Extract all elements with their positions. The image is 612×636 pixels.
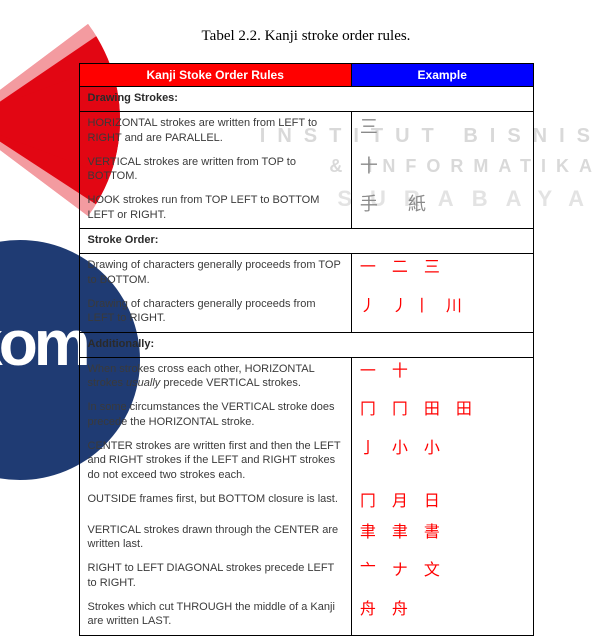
table-row: RIGHT to LEFT DIAGONAL strokes precede L…	[79, 557, 533, 596]
table-row: HOOK strokes run from TOP LEFT to BOTTOM…	[79, 189, 533, 228]
svg-text:ikom: ikom	[0, 307, 87, 379]
rule-text: VERTICAL strokes drawn through the CENTE…	[79, 519, 351, 558]
section-row: Drawing Strokes:	[79, 87, 533, 112]
example-cell: 亠 ナ 文	[351, 557, 533, 596]
example-cell: 聿 聿 書	[351, 519, 533, 558]
example-cell: 冂 冂 田 田	[351, 396, 533, 435]
table-row: When strokes cross each other, HORIZONTA…	[79, 357, 533, 396]
header-rules: Kanji Stoke Order Rules	[79, 64, 351, 87]
rule-italic: usually	[126, 377, 160, 389]
rule-text: RIGHT to LEFT DIAGONAL strokes precede L…	[79, 557, 351, 596]
section-title: Additionally:	[79, 332, 533, 357]
rule-text: Drawing of characters generally proceeds…	[79, 293, 351, 332]
table-row: CENTER strokes are written first and the…	[79, 435, 533, 488]
rule-text: In some circumstances the VERTICAL strok…	[79, 396, 351, 435]
header-example: Example	[351, 64, 533, 87]
example-cell: 一 二 三	[351, 254, 533, 293]
rule-part: precede VERTICAL strokes.	[160, 377, 301, 389]
table-row: In some circumstances the VERTICAL strok…	[79, 396, 533, 435]
rule-text: HORIZONTAL strokes are written from LEFT…	[79, 112, 351, 151]
rule-text: HOOK strokes run from TOP LEFT to BOTTOM…	[79, 189, 351, 228]
table-row: Drawing of characters generally proceeds…	[79, 254, 533, 293]
table-header-row: Kanji Stoke Order Rules Example	[79, 64, 533, 87]
example-cell: 三	[351, 112, 533, 151]
section-row: Stroke Order:	[79, 229, 533, 254]
rule-text: OUTSIDE frames first, but BOTTOM closure…	[79, 488, 351, 519]
example-cell: 冂 月 日	[351, 488, 533, 519]
section-row: Additionally:	[79, 332, 533, 357]
example-cell: 手 紙	[351, 189, 533, 228]
example-cell: 丿 丿丨 川	[351, 293, 533, 332]
rule-text: When strokes cross each other, HORIZONTA…	[79, 357, 351, 396]
section-title: Stroke Order:	[79, 229, 533, 254]
table-row: VERTICAL strokes drawn through the CENTE…	[79, 519, 533, 558]
rule-text: Strokes which cut THROUGH the middle of …	[79, 596, 351, 635]
table-row: HORIZONTAL strokes are written from LEFT…	[79, 112, 533, 151]
example-cell: 十	[351, 151, 533, 190]
example-cell: 亅 小 小	[351, 435, 533, 488]
example-cell: 一 十	[351, 357, 533, 396]
table-row: VERTICAL strokes are written from TOP to…	[79, 151, 533, 190]
table-caption: Tabel 2.2. Kanji stroke order rules.	[0, 0, 612, 63]
kanji-rules-table: Kanji Stoke Order Rules Example Drawing …	[79, 63, 534, 636]
rule-text: VERTICAL strokes are written from TOP to…	[79, 151, 351, 190]
rule-text: CENTER strokes are written first and the…	[79, 435, 351, 488]
table-row: Drawing of characters generally proceeds…	[79, 293, 533, 332]
table-row: Strokes which cut THROUGH the middle of …	[79, 596, 533, 635]
example-cell: 舟 舟	[351, 596, 533, 635]
section-title: Drawing Strokes:	[79, 87, 533, 112]
rule-text: Drawing of characters generally proceeds…	[79, 254, 351, 293]
table-row: OUTSIDE frames first, but BOTTOM closure…	[79, 488, 533, 519]
